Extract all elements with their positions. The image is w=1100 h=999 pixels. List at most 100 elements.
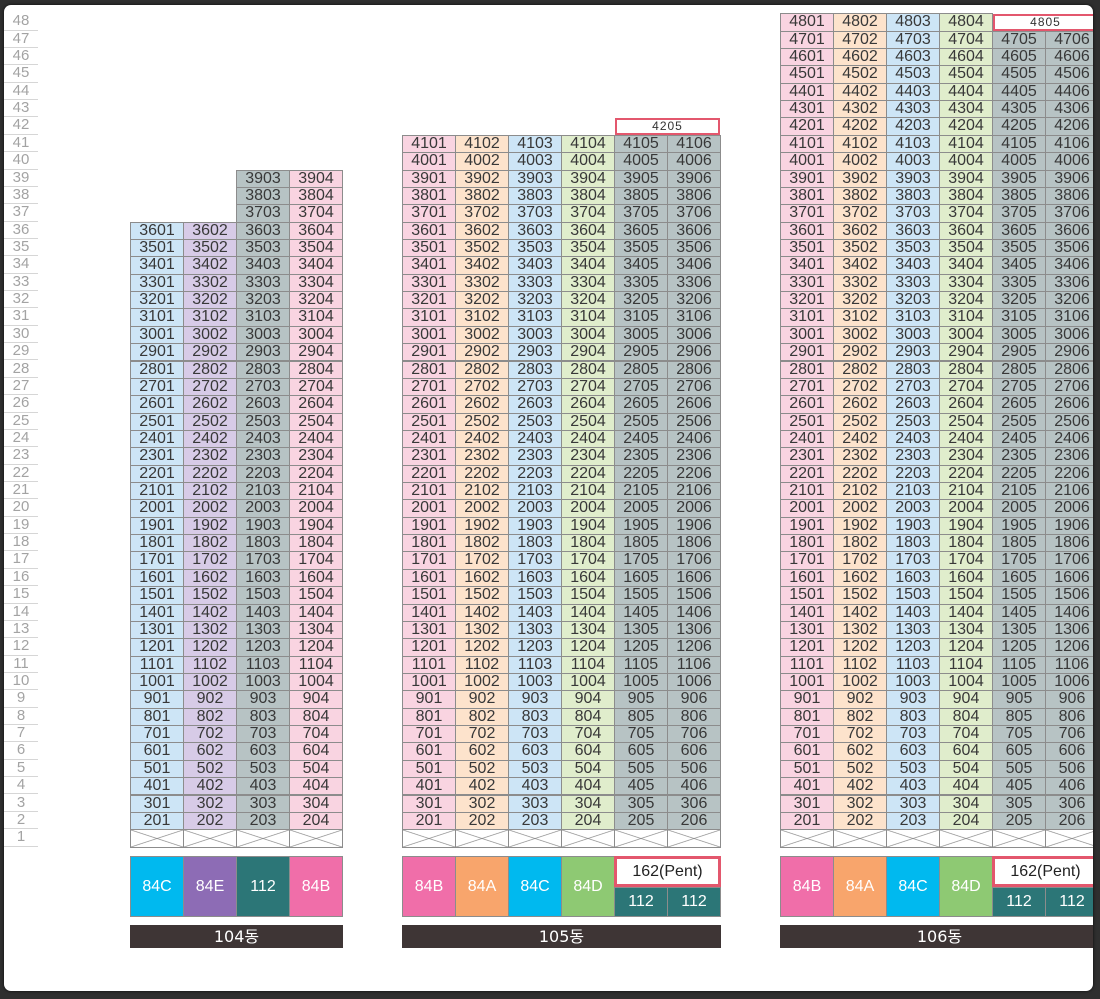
unit-cell: 3503 bbox=[886, 238, 940, 258]
unit-cell: 706 bbox=[667, 725, 721, 744]
unit-cell: 1404 bbox=[289, 603, 343, 622]
unit-cell: 1106 bbox=[667, 655, 721, 674]
unit-cell: 1001 bbox=[402, 672, 456, 692]
unit-cell: 4006 bbox=[1045, 152, 1093, 171]
building-label: 104동 bbox=[130, 925, 343, 948]
unit-cell: 905 bbox=[992, 690, 1046, 709]
blocked-unit-cell bbox=[1045, 829, 1093, 848]
unit-cell: 3605 bbox=[614, 221, 668, 240]
unit-cell: 206 bbox=[667, 811, 721, 831]
unit-cell: 301 bbox=[130, 794, 184, 813]
unit-cell: 501 bbox=[130, 759, 184, 779]
unit-cell: 4104 bbox=[561, 134, 615, 154]
unit-cell: 2104 bbox=[939, 482, 993, 501]
unit-cell: 3702 bbox=[833, 204, 887, 223]
unit-cell: 3703 bbox=[508, 204, 562, 223]
unit-cell: 3605 bbox=[992, 221, 1046, 240]
unit-cell: 2406 bbox=[667, 429, 721, 449]
unit-cell: 601 bbox=[402, 742, 456, 761]
unit-cell: 2403 bbox=[236, 429, 290, 449]
unit-cell: 3902 bbox=[833, 169, 887, 188]
blocked-unit-cell bbox=[508, 829, 562, 848]
unit-cell: 4103 bbox=[508, 134, 562, 154]
unit-cell: 402 bbox=[183, 777, 237, 796]
unit-cell: 1404 bbox=[561, 603, 615, 622]
unit-cell: 3903 bbox=[236, 169, 290, 188]
unit-cell: 404 bbox=[289, 777, 343, 796]
unit-cell: 2801 bbox=[130, 360, 184, 379]
unit-cell: 3802 bbox=[833, 186, 887, 206]
unit-cell: 2105 bbox=[992, 482, 1046, 501]
unit-cell: 4004 bbox=[561, 152, 615, 171]
floor-label: 15 bbox=[4, 585, 38, 604]
unit-cell: 2004 bbox=[561, 499, 615, 518]
unit-cell: 1002 bbox=[455, 672, 509, 692]
unit-cell: 205 bbox=[992, 811, 1046, 831]
unit-cell: 1502 bbox=[183, 586, 237, 605]
unit-cell: 2905 bbox=[614, 343, 668, 362]
unit-cell: 1306 bbox=[667, 620, 721, 640]
unit-cell: 3201 bbox=[130, 291, 184, 310]
unit-cell: 3906 bbox=[667, 169, 721, 188]
unit-cell: 506 bbox=[1045, 759, 1093, 779]
unit-cell: 3501 bbox=[402, 238, 456, 258]
unit-cell: 2801 bbox=[780, 360, 834, 379]
unit-cell: 2505 bbox=[614, 412, 668, 431]
unit-cell: 704 bbox=[561, 725, 615, 744]
unit-cell: 3906 bbox=[1045, 169, 1093, 188]
unit-cell: 3506 bbox=[667, 238, 721, 258]
unit-cell: 1402 bbox=[183, 603, 237, 622]
unit-cell: 3506 bbox=[1045, 238, 1093, 258]
unit-cell: 806 bbox=[667, 707, 721, 727]
unit-cell: 3401 bbox=[780, 256, 834, 275]
unit-cell: 2006 bbox=[667, 499, 721, 518]
unit-cell: 2102 bbox=[183, 482, 237, 501]
unit-cell: 2806 bbox=[1045, 360, 1093, 379]
unit-cell: 1901 bbox=[780, 516, 834, 536]
unit-cell: 1003 bbox=[236, 672, 290, 692]
unit-cell: 1504 bbox=[939, 586, 993, 605]
unit-cell: 1706 bbox=[667, 551, 721, 570]
unit-cell: 3202 bbox=[455, 291, 509, 310]
unit-cell: 3806 bbox=[1045, 186, 1093, 206]
unit-cell: 803 bbox=[508, 707, 562, 727]
unit-cell: 1801 bbox=[130, 534, 184, 553]
unit-cell: 4106 bbox=[667, 134, 721, 154]
unit-cell: 203 bbox=[236, 811, 290, 831]
unit-cell: 3304 bbox=[561, 273, 615, 293]
unit-cell: 1301 bbox=[130, 620, 184, 640]
unit-cell: 2004 bbox=[939, 499, 993, 518]
unit-cell: 4302 bbox=[833, 100, 887, 119]
unit-cell: 3604 bbox=[561, 221, 615, 240]
unit-cell: 2405 bbox=[992, 429, 1046, 449]
floor-label: 18 bbox=[4, 533, 38, 552]
unit-cell: 4002 bbox=[833, 152, 887, 171]
unit-cell: 3804 bbox=[939, 186, 993, 206]
unit-cell: 706 bbox=[1045, 725, 1093, 744]
unit-cell: 2402 bbox=[833, 429, 887, 449]
unit-cell: 201 bbox=[130, 811, 184, 831]
unit-cell: 1705 bbox=[992, 551, 1046, 570]
unit-cell: 2206 bbox=[667, 464, 721, 484]
unit-cell: 901 bbox=[780, 690, 834, 709]
unit-cell: 702 bbox=[183, 725, 237, 744]
unit-cell: 2205 bbox=[614, 464, 668, 484]
blocked-unit-cell bbox=[289, 829, 343, 848]
unit-cell: 4201 bbox=[780, 117, 834, 136]
unit-cell: 905 bbox=[614, 690, 668, 709]
unit-cell: 2904 bbox=[561, 343, 615, 362]
unit-cell: 1102 bbox=[183, 655, 237, 674]
unit-cell: 4005 bbox=[992, 152, 1046, 171]
unit-cell: 1805 bbox=[614, 534, 668, 553]
unit-cell: 3601 bbox=[780, 221, 834, 240]
unit-cell: 606 bbox=[1045, 742, 1093, 761]
floor-label: 21 bbox=[4, 481, 38, 500]
unit-cell: 3702 bbox=[455, 204, 509, 223]
unit-cell: 1706 bbox=[1045, 551, 1093, 570]
unit-cell: 2601 bbox=[402, 395, 456, 414]
unit-cell: 4001 bbox=[402, 152, 456, 171]
unit-cell: 3305 bbox=[992, 273, 1046, 293]
building-label: 105동 bbox=[402, 925, 721, 948]
unit-cell: 2203 bbox=[236, 464, 290, 484]
unit-cell: 2304 bbox=[289, 447, 343, 466]
